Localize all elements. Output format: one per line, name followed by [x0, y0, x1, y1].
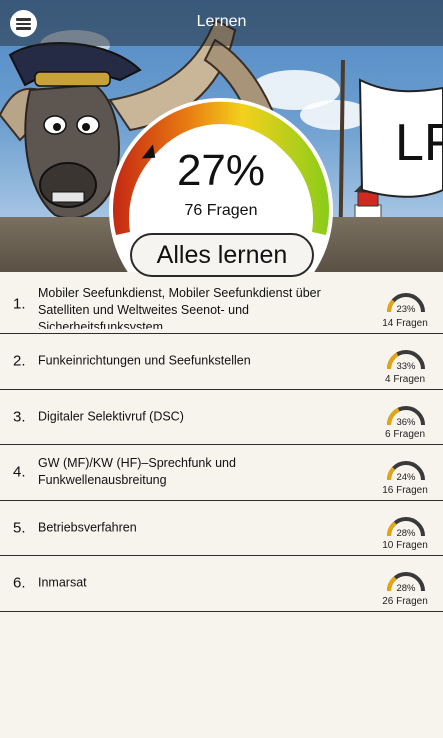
- flag-lettering: LF: [395, 114, 443, 172]
- topic-progress-gauge-icon: [387, 461, 425, 481]
- topic-progress-gauge-icon: [387, 516, 425, 536]
- topic-progress-gauge-icon: [387, 350, 425, 370]
- overall-percent: 27%: [176, 146, 266, 195]
- topic-question-count: 14 Fragen: [382, 318, 428, 329]
- page-title: Lernen: [196, 13, 247, 30]
- topic-question-count: 26 Fragen: [382, 595, 428, 607]
- topic-progress-gauge-icon: [387, 293, 425, 313]
- topic-percent: 36%: [396, 416, 416, 428]
- topic-list: 1. Mobiler Seefunkdienst, Mobiler Seefunk…: [0, 275, 443, 612]
- topic-title: GW (MF)/KW (HF)–Sprechfunk und Funkwelle…: [38, 456, 236, 488]
- topic-percent: 28%: [396, 527, 416, 539]
- topic-question-count: 16 Fragen: [382, 484, 428, 496]
- list-item[interactable]: 3. Digitaler Selektivruf (DSC) 36% 6 Fragen: [0, 390, 443, 445]
- list-item[interactable]: 6. Inmarsat 28% 26 Fragen: [0, 556, 443, 612]
- topic-percent: 28%: [396, 583, 416, 594]
- list-item[interactable]: 5. Betriebsverfahren 28% 10 Fragen: [0, 501, 443, 556]
- topic-number: 1.: [13, 295, 26, 313]
- list-item[interactable]: 2. Funkeinrichtungen und Seefunkstellen 33…: [0, 334, 443, 390]
- topic-percent: 33%: [396, 361, 416, 372]
- topic-title: Inmarsat: [38, 575, 87, 590]
- topic-number: 4.: [13, 463, 26, 481]
- list-item[interactable]: 4. GW (MF)/KW (HF)–Sprechfunk und Funkwel…: [0, 445, 443, 501]
- topic-title: Mobiler Seefunkdienst, Mobiler Seefunkdi…: [38, 286, 321, 329]
- learn-all-button[interactable]: Alles lernen: [130, 233, 314, 277]
- progress-gauge: [109, 98, 333, 272]
- topic-number: 5.: [13, 519, 26, 537]
- list-item[interactable]: 1. Mobiler Seefunkdienst, Mobiler Seefunk…: [0, 275, 443, 334]
- topic-percent: 24%: [396, 472, 416, 483]
- topic-percent: 23%: [396, 304, 416, 315]
- topic-number: 2.: [13, 352, 26, 370]
- topic-title: Funkeinrichtungen und Seefunkstellen: [38, 353, 251, 368]
- hamburger-icon[interactable]: [10, 10, 37, 37]
- cloud-shape: [300, 100, 370, 130]
- topic-progress-gauge-icon: [387, 405, 425, 425]
- topic-question-count: 6 Fragen: [384, 429, 426, 440]
- topic-question-count: 10 Fragen: [382, 540, 428, 551]
- topic-title: Betriebsverfahren: [38, 520, 137, 535]
- topic-number: 6.: [13, 574, 26, 592]
- hero-illustration: LF: [0, 0, 443, 272]
- topic-progress-gauge-icon: [387, 572, 425, 592]
- overall-question-count: 76 Fragen: [184, 202, 258, 219]
- gauge-needle-icon: [141, 144, 156, 159]
- topic-number: 3.: [13, 408, 26, 426]
- topic-question-count: 4 Fragen: [384, 373, 426, 385]
- topic-title: Digitaler Selektivruf (DSC): [38, 409, 184, 424]
- gauge-arc: [112, 101, 330, 235]
- app-header: Lernen: [0, 0, 443, 46]
